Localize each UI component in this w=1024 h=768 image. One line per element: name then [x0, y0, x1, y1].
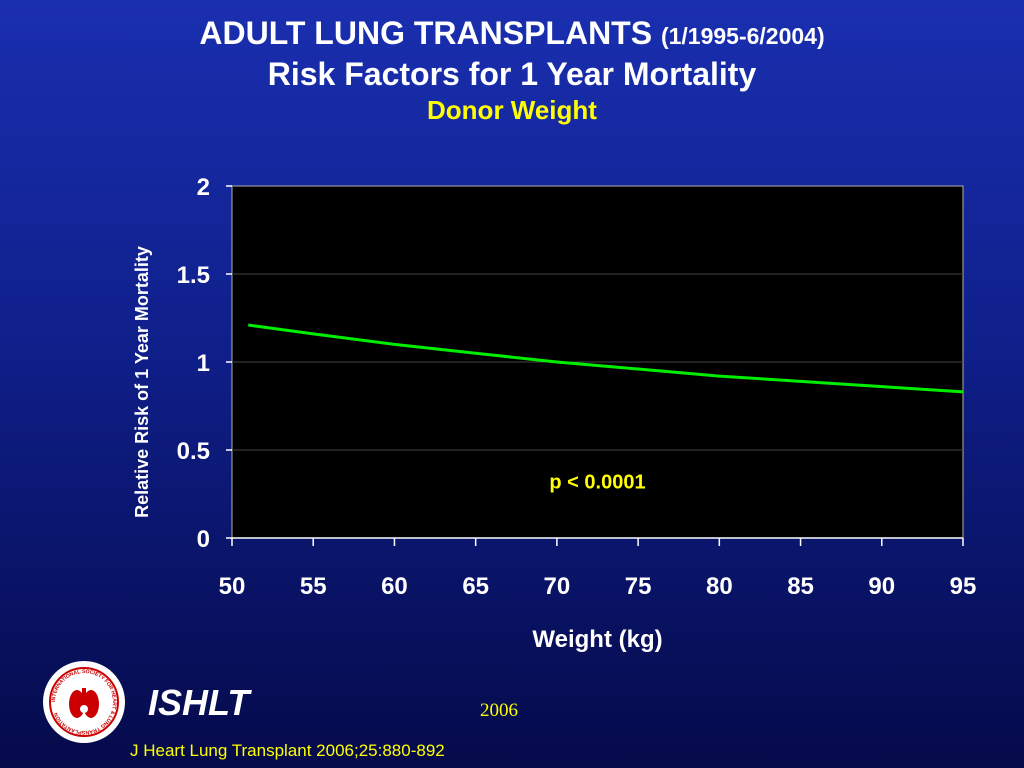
y-tick-label: 2: [197, 174, 210, 201]
footer-org: ISHLT: [148, 682, 250, 723]
x-tick-label: 95: [950, 573, 977, 600]
series-line: [248, 323, 964, 394]
y-tick-label: 0: [197, 526, 210, 553]
title-main: ADULT LUNG TRANSPLANTS: [199, 15, 653, 51]
ishlt-logo: INTERNATIONAL SOCIETY FOR HEART & LUNG T…: [42, 660, 126, 744]
slide-title-line2: Risk Factors for 1 Year Mortality: [267, 56, 757, 92]
y-tick-label: 1: [197, 350, 210, 377]
y-axis-label: Relative Risk of 1 Year Mortality: [132, 246, 152, 518]
p-value-annotation: p < 0.0001: [549, 472, 645, 494]
x-tick-label: 50: [219, 573, 246, 600]
x-tick-label: 55: [300, 573, 327, 600]
x-tick-label: 70: [544, 573, 571, 600]
x-tick-label: 85: [787, 573, 814, 600]
slide-title-block: ADULT LUNG TRANSPLANTS (1/1995-6/2004) R…: [0, 14, 1024, 127]
x-tick-label: 65: [462, 573, 489, 600]
slide-title: ADULT LUNG TRANSPLANTS (1/1995-6/2004): [0, 14, 1024, 55]
x-tick-label: 60: [381, 573, 408, 600]
x-tick-label: 75: [625, 573, 652, 600]
title-dates: (1/1995-6/2004): [660, 23, 825, 49]
footer-year: 2006: [480, 700, 518, 721]
x-tick-label: 80: [706, 573, 733, 600]
y-tick-label: 0.5: [177, 438, 210, 465]
x-tick-label: 90: [868, 573, 895, 600]
citation: J Heart Lung Transplant 2006;25:880-892: [130, 741, 445, 760]
y-tick-label: 1.5: [177, 262, 210, 289]
slide-subtitle: Donor Weight: [427, 95, 597, 125]
x-axis-label: Weight (kg): [532, 626, 662, 653]
